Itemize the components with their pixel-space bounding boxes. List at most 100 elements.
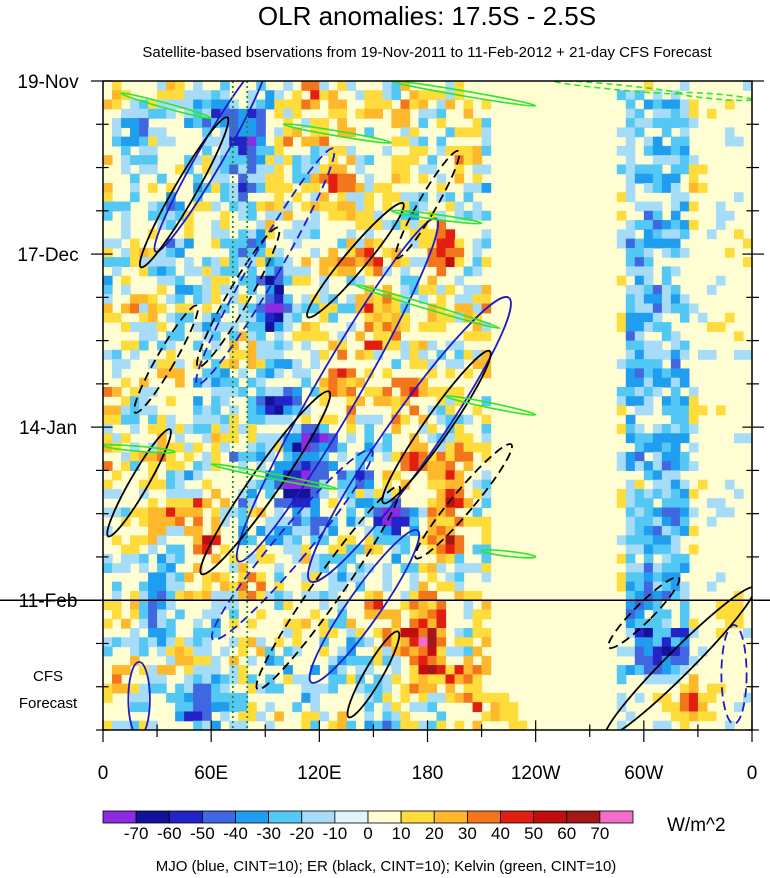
field-cell [445, 516, 456, 527]
field-cell [382, 322, 393, 332]
field-cell [643, 507, 654, 518]
field-cell [364, 238, 375, 249]
field-cell [661, 702, 672, 713]
field-cell [265, 247, 275, 258]
field-cell [238, 229, 248, 240]
field-cell [643, 442, 654, 453]
field-cell [130, 349, 140, 360]
field-cell [130, 247, 140, 258]
field-cell [310, 683, 320, 694]
field-cell [139, 331, 149, 342]
field-cell [238, 173, 248, 184]
field-cell [319, 164, 329, 175]
x-axis: 0 60E 120E 180 120W 60W 0 [98, 720, 757, 784]
field-cell [373, 257, 384, 268]
field-cell [445, 479, 456, 490]
field-cell [679, 201, 690, 212]
field-cell [373, 386, 384, 397]
field-cell [400, 711, 411, 722]
field-cell [184, 312, 194, 323]
field-cell [670, 544, 681, 555]
field-cell [670, 553, 681, 564]
field-cell [625, 498, 636, 509]
field-cell [670, 368, 681, 379]
field-cell [400, 628, 411, 638]
er-contour-negative [414, 443, 513, 560]
field-cell [454, 720, 465, 730]
field-cell [679, 526, 690, 536]
field-cell [661, 637, 672, 648]
field-cell [247, 498, 257, 509]
field-cell [625, 182, 636, 193]
colorbar-swatch [433, 810, 468, 824]
field-cell [265, 322, 275, 332]
field-cell [445, 396, 456, 407]
field-cell [652, 628, 663, 638]
field-cell [382, 201, 393, 212]
field-cell [625, 331, 636, 342]
field-cell [463, 665, 474, 675]
field-cell [130, 127, 140, 138]
field-cell [670, 590, 681, 601]
field-cell [445, 461, 456, 471]
field-cell [481, 136, 492, 147]
field-cell [256, 136, 266, 147]
field-cell [265, 210, 275, 221]
field-cell [661, 182, 672, 193]
field-cell [652, 692, 663, 703]
field-cell [328, 145, 338, 156]
field-cell [373, 507, 384, 518]
field-cell [364, 322, 375, 332]
field-cell [247, 479, 257, 490]
field-cell [130, 720, 140, 730]
kelvin-contour-positive [444, 395, 537, 416]
field-cell [436, 312, 447, 323]
field-cell [706, 229, 717, 240]
field-cell [670, 229, 681, 240]
field-cell [373, 590, 384, 601]
field-cell [454, 414, 465, 425]
field-cell [112, 201, 122, 212]
field-cell [184, 220, 194, 230]
field-cell [319, 442, 329, 453]
field-cell [202, 331, 212, 342]
field-cell [238, 210, 248, 221]
field-cell [238, 692, 248, 703]
field-cell [688, 386, 699, 397]
field-cell [238, 424, 248, 434]
field-cell [679, 145, 690, 156]
field-cell [247, 229, 257, 240]
field-cell [247, 655, 257, 666]
field-cell [391, 192, 402, 203]
field-cell [220, 136, 230, 147]
field-cell [211, 442, 221, 453]
field-cell [229, 590, 239, 601]
field-cell [202, 284, 212, 295]
field-cell [319, 145, 329, 156]
field-cell [193, 461, 203, 471]
field-cell [409, 220, 420, 230]
field-cell [454, 665, 465, 675]
field-cell [454, 674, 465, 685]
field-cell [409, 201, 420, 212]
field-cell [643, 470, 654, 481]
field-cell [643, 340, 654, 351]
field-cell [337, 192, 347, 203]
field-cell [418, 692, 429, 703]
field-cell [625, 340, 636, 351]
field-cell [391, 340, 402, 351]
field-cell [139, 683, 149, 694]
field-cell [301, 303, 311, 314]
field-cell [454, 210, 465, 221]
field-cell [283, 433, 293, 444]
field-cell [634, 340, 645, 351]
field-cell [202, 424, 212, 434]
field-cell [643, 396, 654, 407]
field-cell [310, 210, 320, 221]
field-cell [616, 322, 627, 332]
x-tick-label: 180 [412, 763, 444, 784]
field-cell [202, 461, 212, 471]
field-cell [121, 461, 131, 471]
field-cell [337, 488, 347, 499]
field-cell [238, 294, 248, 305]
